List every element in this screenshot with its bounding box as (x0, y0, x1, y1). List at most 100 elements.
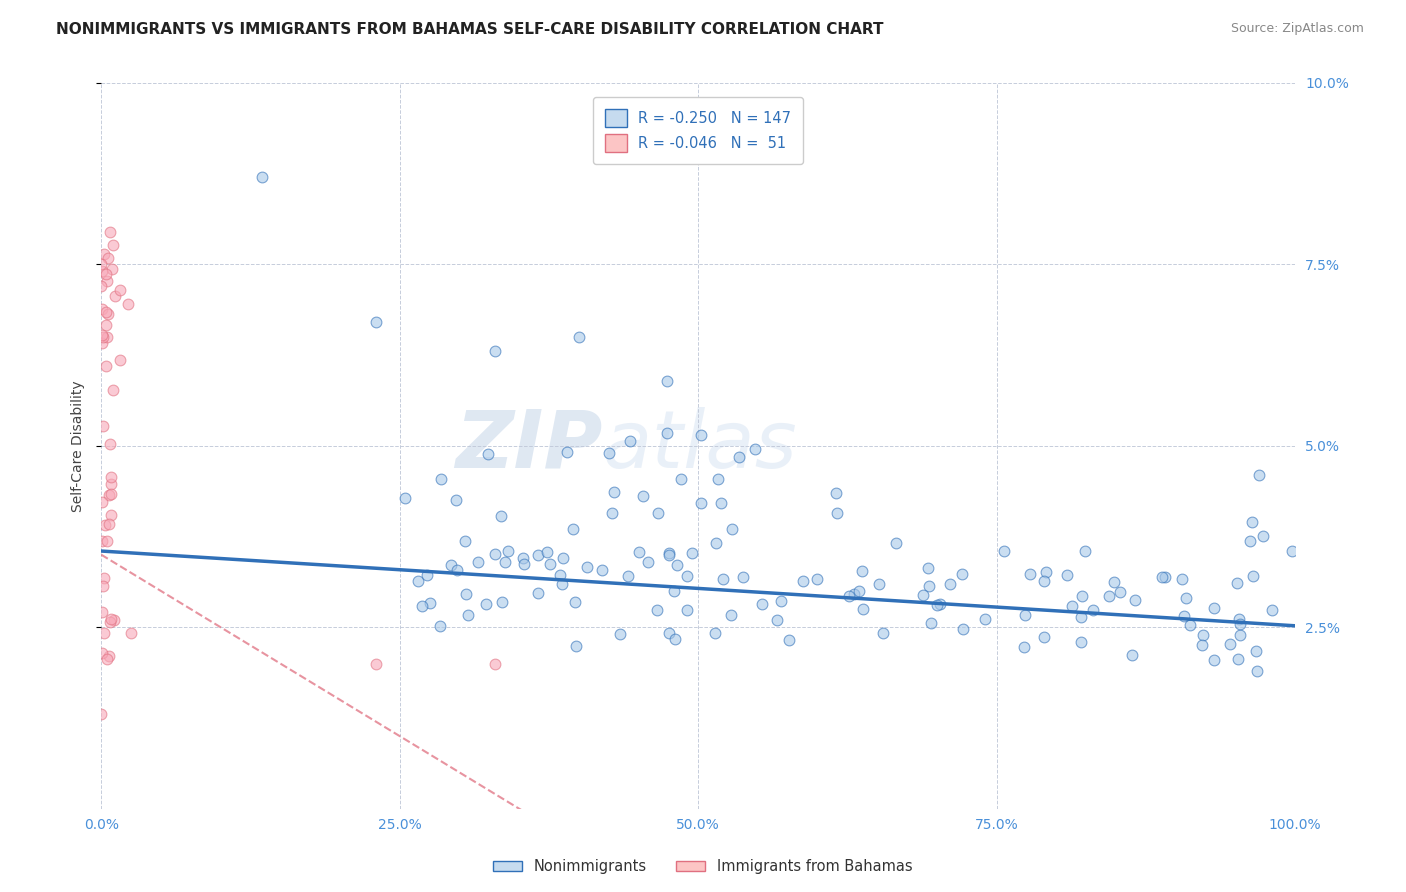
Y-axis label: Self-Care Disability: Self-Care Disability (72, 380, 86, 512)
Point (1123, 592, 1146, 607)
Point (713, 572, 735, 586)
Point (1083, 603, 1105, 617)
Point (100, 508, 122, 522)
Point (707, 472, 730, 486)
Point (561, 522, 583, 536)
Point (1070, 635, 1092, 649)
Point (94, 267, 117, 281)
Point (98, 225, 121, 239)
Point (97, 488, 120, 502)
Point (657, 626, 679, 640)
Point (568, 330, 591, 344)
Point (1204, 653, 1226, 667)
Point (658, 546, 681, 560)
Point (952, 623, 974, 637)
Point (98, 436, 121, 450)
Point (1060, 599, 1083, 613)
Point (96, 275, 118, 289)
Point (103, 613, 125, 627)
Point (429, 619, 451, 633)
Point (657, 425, 679, 440)
Point (484, 657, 506, 671)
Legend: Nonimmigrants, Immigrants from Bahamas: Nonimmigrants, Immigrants from Bahamas (488, 854, 918, 880)
Point (657, 374, 679, 388)
Point (706, 535, 728, 549)
Point (419, 596, 441, 610)
Point (91, 533, 114, 548)
Point (1071, 590, 1094, 604)
Point (91, 647, 114, 661)
Point (1260, 603, 1282, 617)
Point (690, 427, 713, 442)
Point (96, 652, 118, 666)
Point (1239, 533, 1261, 548)
Point (1191, 638, 1213, 652)
Point (489, 508, 512, 523)
Point (90, 257, 112, 271)
Point (728, 450, 751, 465)
Point (676, 603, 699, 617)
Text: Source: ZipAtlas.com: Source: ZipAtlas.com (1230, 22, 1364, 36)
Point (658, 548, 681, 562)
Point (591, 563, 613, 577)
Point (576, 560, 599, 574)
Point (884, 536, 907, 550)
Point (1229, 628, 1251, 642)
Point (91, 494, 114, 508)
Point (91, 301, 114, 316)
Point (101, 383, 124, 397)
Point (1226, 575, 1249, 590)
Point (1035, 565, 1057, 579)
Point (90, 279, 112, 293)
Point (1171, 573, 1194, 587)
Point (681, 547, 703, 561)
Point (720, 607, 742, 622)
Point (91, 336, 114, 351)
Point (91, 329, 114, 343)
Point (1246, 644, 1268, 658)
Text: NONIMMIGRANTS VS IMMIGRANTS FROM BAHAMAS SELF-CARE DISABILITY CORRELATION CHART: NONIMMIGRANTS VS IMMIGRANTS FROM BAHAMAS… (56, 22, 884, 37)
Point (90, 707, 112, 722)
Point (1173, 609, 1195, 624)
Point (617, 569, 640, 583)
Point (733, 570, 755, 584)
Point (484, 547, 506, 561)
Point (751, 597, 773, 611)
Point (91, 605, 114, 619)
Point (467, 555, 489, 569)
Point (94, 318, 117, 333)
Point (103, 238, 125, 252)
Point (538, 557, 561, 571)
Point (778, 633, 800, 648)
Point (484, 344, 506, 359)
Point (1180, 618, 1202, 632)
Point (564, 595, 586, 609)
Point (1251, 529, 1274, 543)
Point (664, 584, 686, 599)
Point (512, 551, 534, 566)
Point (364, 315, 387, 329)
Point (100, 476, 122, 491)
Point (1032, 574, 1054, 588)
Point (1154, 570, 1177, 584)
Point (98, 615, 121, 630)
Point (100, 262, 122, 277)
Point (98, 517, 121, 532)
Point (100, 469, 122, 483)
Point (100, 612, 122, 626)
Point (1246, 664, 1268, 678)
Point (669, 471, 692, 485)
Point (108, 353, 131, 368)
Point (1249, 467, 1271, 482)
Point (1102, 574, 1125, 589)
Point (929, 597, 952, 611)
Point (491, 594, 513, 608)
Point (1056, 568, 1078, 582)
Point (974, 612, 997, 626)
Point (1073, 544, 1095, 558)
Point (1152, 570, 1174, 584)
Point (526, 586, 548, 600)
Point (721, 522, 744, 536)
Point (664, 632, 686, 646)
Point (1014, 608, 1036, 623)
